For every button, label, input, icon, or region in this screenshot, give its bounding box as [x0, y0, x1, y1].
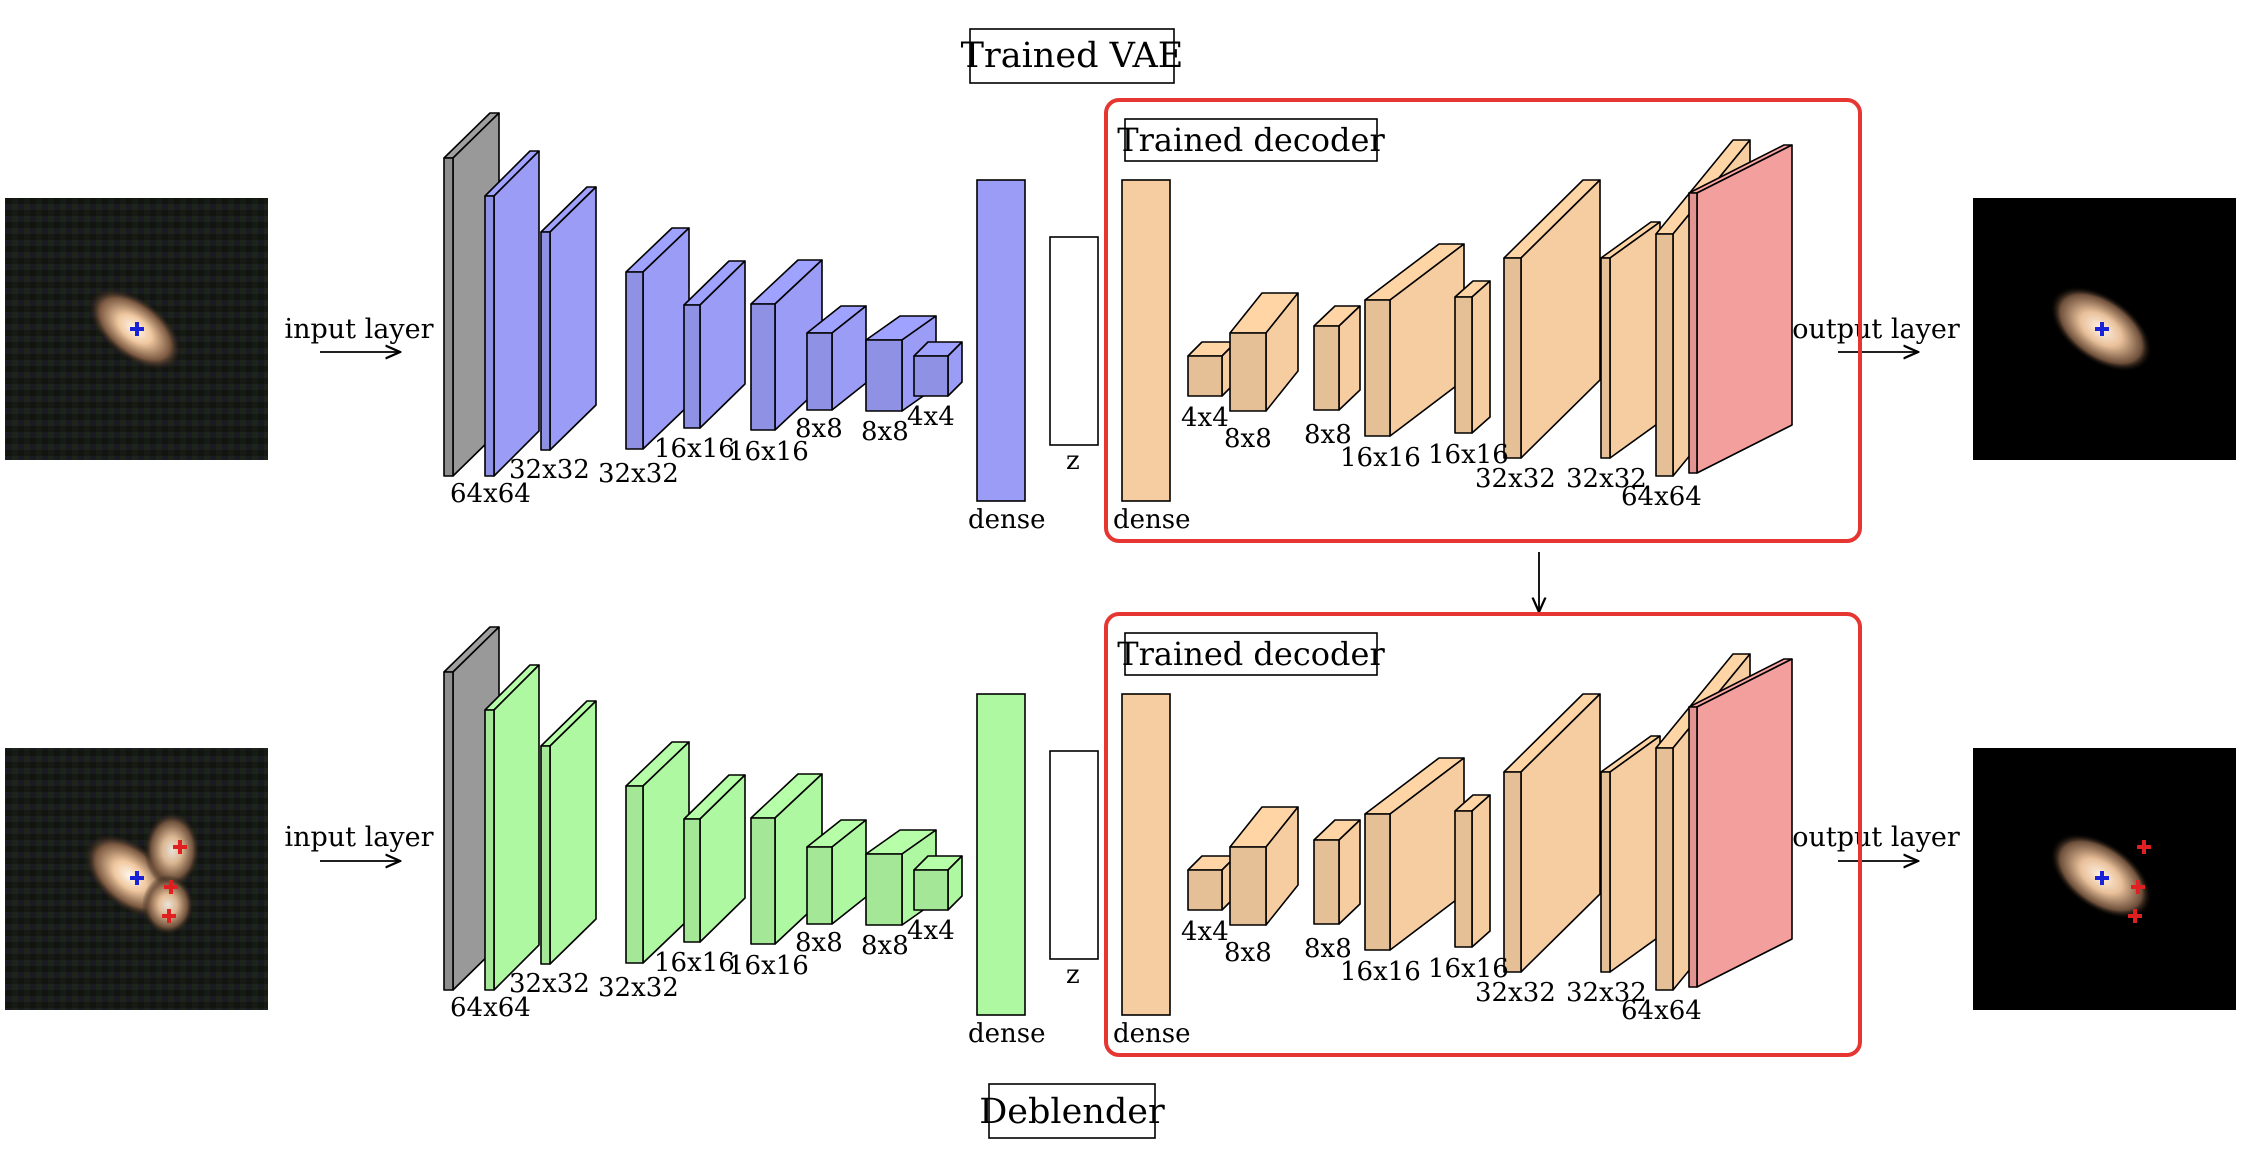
deblender-title: Deblender: [979, 1083, 1165, 1139]
decoder-conv-16x16-a: [1364, 243, 1465, 437]
decoder-title-text: Trained decoder: [1117, 635, 1385, 673]
center-marker-icon: [130, 871, 144, 885]
size-label: 8x8: [861, 417, 909, 447]
size-label: 8x8: [1224, 424, 1272, 454]
size-label: 32x32: [509, 455, 590, 485]
neighbor-marker-icons: [2128, 840, 2151, 923]
center-marker-icon: [130, 322, 144, 336]
size-label: 8x8: [795, 928, 843, 958]
decoder-conv-32x32-b: [1600, 735, 1661, 973]
dense-label: dense: [968, 1019, 1046, 1049]
decoder-conv-4x4: [1187, 855, 1237, 911]
decoder-title: Trained decoder: [1117, 118, 1385, 162]
encoder-conv-32x32-b: [625, 741, 690, 964]
vae-title-text: Trained VAE: [961, 36, 1184, 76]
size-label: 32x32: [509, 969, 590, 999]
size-label: 64x64: [450, 479, 531, 509]
decoder-conv-32x32-a: [1503, 179, 1601, 459]
size-label: 8x8: [795, 414, 843, 444]
size-label: 32x32: [598, 459, 679, 489]
encoder-conv-64x64: [484, 150, 540, 477]
decoder-conv-8x8-a: [1229, 292, 1299, 412]
decoder-conv-16x16-b: [1454, 280, 1491, 434]
encoder-conv-32x32-a: [540, 186, 597, 451]
input-image-deblender: [5, 748, 268, 1010]
decoder-dense-layer: [1121, 179, 1171, 502]
vae-title: Trained VAE: [961, 28, 1184, 84]
size-label: 32x32: [1475, 464, 1556, 494]
decoder-conv-8x8-b: [1313, 819, 1361, 925]
encoder-conv-16x16-a: [683, 260, 746, 429]
size-label: 32x32: [1566, 978, 1647, 1008]
decoder-conv-8x8-a: [1229, 806, 1299, 926]
decoder-conv-16x16-a: [1364, 757, 1465, 951]
size-label: 4x4: [1181, 917, 1229, 947]
encoder-conv-32x32-b: [625, 227, 690, 450]
size-label: 16x16: [1428, 954, 1509, 984]
encoder-dense-layer: [976, 693, 1026, 1016]
encoder-conv-4x4: [913, 855, 963, 911]
size-label: 16x16: [1428, 440, 1509, 470]
decoder-output-layer: [1688, 144, 1793, 474]
input-image-vae: [5, 198, 268, 460]
input-layer-label-vae: input layer: [284, 314, 433, 345]
size-label: 4x4: [907, 916, 955, 946]
size-label: 16x16: [654, 948, 735, 978]
size-label: 64x64: [1621, 996, 1702, 1026]
dense-label: dense: [968, 505, 1046, 535]
output-layer-label-deblender: output layer: [1792, 822, 1960, 853]
decoder-conv-4x4: [1187, 341, 1237, 397]
decoder-title-text: Trained decoder: [1117, 121, 1385, 159]
size-label: 64x64: [450, 993, 531, 1023]
decoder-output-layer: [1688, 658, 1793, 988]
encoder-conv-16x16-a: [683, 774, 746, 943]
decoder-conv-16x16-b: [1454, 794, 1491, 948]
latent-label: z: [1066, 446, 1080, 476]
size-label: 4x4: [1181, 403, 1229, 433]
center-marker-icon: [2095, 322, 2109, 336]
encoder-conv-4x4: [913, 341, 963, 397]
size-label: 32x32: [1566, 464, 1647, 494]
size-label: 32x32: [598, 973, 679, 1003]
encoder-dense-layer: [976, 179, 1026, 502]
size-label: 8x8: [1304, 420, 1352, 450]
dense-label: dense: [1113, 1019, 1191, 1049]
encoder-conv-8x8-a: [806, 305, 867, 411]
size-label: 16x16: [1340, 957, 1421, 987]
decoder-conv-32x32-b: [1600, 221, 1661, 459]
decoder-conv-32x32-a: [1503, 693, 1601, 973]
decoder-frame: [1104, 98, 1862, 543]
center-marker-icon: [2095, 871, 2109, 885]
input-layer-label-deblender: input layer: [284, 822, 433, 853]
latent-layer: [1049, 750, 1099, 960]
output-layer-label-vae: output layer: [1792, 314, 1960, 345]
output-image-vae: [1973, 198, 2236, 460]
size-label: 16x16: [1340, 443, 1421, 473]
size-label: 8x8: [1224, 938, 1272, 968]
encoder-conv-8x8-a: [806, 819, 867, 925]
size-label: 64x64: [1621, 482, 1702, 512]
decoder-conv-8x8-b: [1313, 305, 1361, 411]
size-label: 16x16: [728, 951, 809, 981]
decoder-title: Trained decoder: [1117, 632, 1385, 676]
decoder-frame: [1104, 612, 1862, 1057]
output-image-deblender: [1973, 748, 2236, 1010]
size-label: 4x4: [907, 402, 955, 432]
latent-layer: [1049, 236, 1099, 446]
size-label: 16x16: [654, 434, 735, 464]
encoder-conv-64x64: [484, 664, 540, 991]
size-label: 16x16: [728, 437, 809, 467]
deblender-title-text: Deblender: [979, 1092, 1165, 1132]
size-label: 8x8: [1304, 934, 1352, 964]
dense-label: dense: [1113, 505, 1191, 535]
encoder-conv-32x32-a: [540, 700, 597, 965]
decoder-dense-layer: [1121, 693, 1171, 1016]
size-label: 32x32: [1475, 978, 1556, 1008]
latent-label: z: [1066, 960, 1080, 990]
size-label: 8x8: [861, 931, 909, 961]
neighbor-marker-icons: [162, 840, 187, 923]
